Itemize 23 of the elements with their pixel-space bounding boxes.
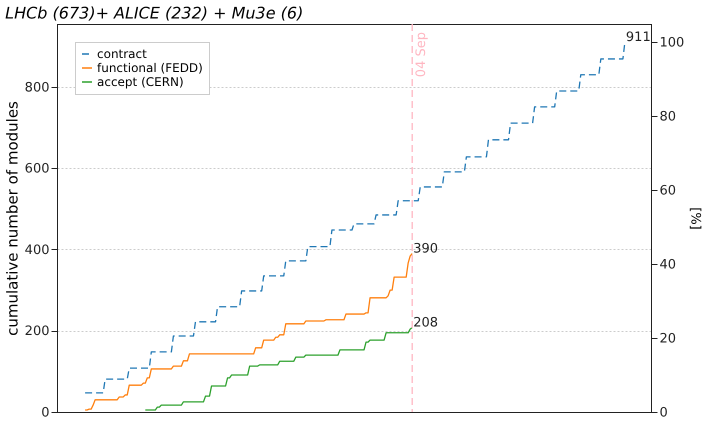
y-tick-label: 600 <box>24 162 50 177</box>
legend-label: functional (FEDD) <box>97 61 203 75</box>
y2-tick-label: 100 <box>660 35 684 50</box>
legend-label: contract <box>97 47 148 61</box>
y2-tick-label: 0 <box>660 406 668 420</box>
annotation: 208 <box>413 315 438 330</box>
annotation: 911 <box>626 30 651 45</box>
chart-title: LHCb (673)+ ALICE (232) + Mu3e (6) <box>5 3 304 22</box>
annotation: 390 <box>413 242 438 257</box>
legend-label: accept (CERN) <box>97 75 184 89</box>
y-tick-label: 400 <box>24 242 50 258</box>
y2-tick-label: 60 <box>660 183 676 198</box>
line-series <box>144 326 413 411</box>
y-tick-label: 200 <box>24 324 50 340</box>
annotation: 04 Sep <box>414 32 430 78</box>
y2-tick-label: 20 <box>660 331 676 346</box>
y2-tick-label: 80 <box>660 109 676 124</box>
y-tick-label: 800 <box>24 80 50 96</box>
y2-tick-label: 40 <box>660 257 676 272</box>
y-tick-label: 0 <box>41 406 50 420</box>
line-series <box>84 252 413 411</box>
y-axis-title: cumulative number of modules <box>4 100 22 336</box>
y2-axis-title: [%] <box>687 207 702 230</box>
